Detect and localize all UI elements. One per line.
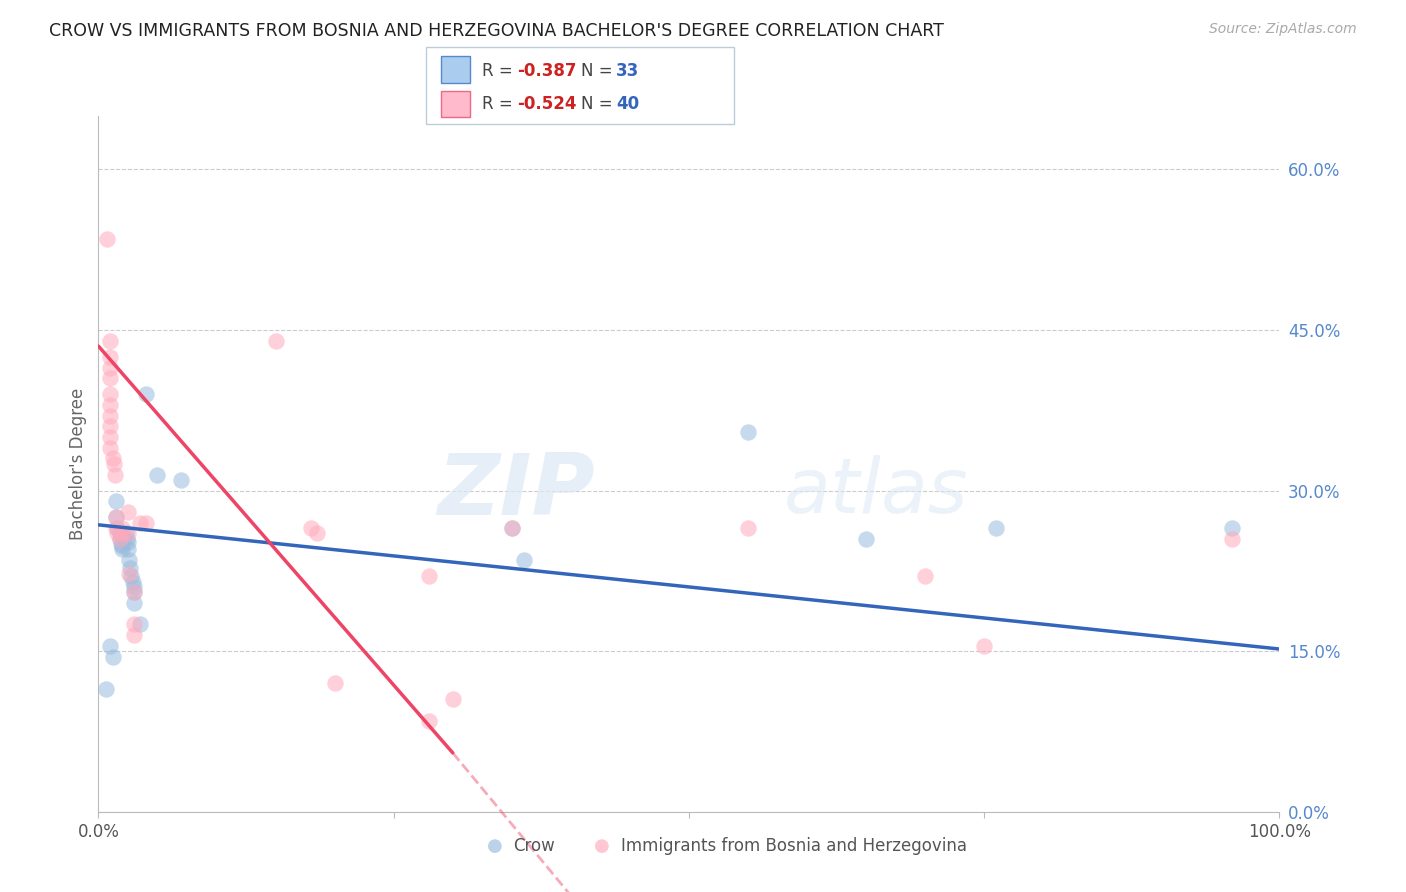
Point xyxy=(98,360,121,375)
Point xyxy=(305,526,328,541)
Point xyxy=(170,473,193,487)
Point xyxy=(105,521,128,535)
Point xyxy=(105,510,128,524)
Point xyxy=(108,532,131,546)
Point xyxy=(112,532,135,546)
Text: R =: R = xyxy=(482,62,519,80)
Point xyxy=(1220,532,1243,546)
Point xyxy=(264,334,287,348)
Point xyxy=(984,521,1007,535)
Point xyxy=(103,457,125,471)
Point xyxy=(418,569,440,583)
Point xyxy=(323,676,346,690)
Point xyxy=(120,560,142,574)
Point xyxy=(118,553,141,567)
Point xyxy=(98,350,121,364)
Text: 40: 40 xyxy=(616,95,638,113)
Text: Immigrants from Bosnia and Herzegovina: Immigrants from Bosnia and Herzegovina xyxy=(621,837,967,855)
Point xyxy=(501,521,523,535)
Point xyxy=(128,617,150,632)
Text: CROW VS IMMIGRANTS FROM BOSNIA AND HERZEGOVINA BACHELOR'S DEGREE CORRELATION CHA: CROW VS IMMIGRANTS FROM BOSNIA AND HERZE… xyxy=(49,22,943,40)
Text: ZIP: ZIP xyxy=(437,450,595,533)
Point xyxy=(104,467,127,482)
Point xyxy=(121,574,143,589)
Point xyxy=(299,521,322,535)
Point xyxy=(105,510,128,524)
Point xyxy=(111,539,134,553)
Point xyxy=(98,387,121,401)
Point xyxy=(105,526,128,541)
Point xyxy=(101,451,124,466)
Point xyxy=(110,537,132,551)
Point xyxy=(122,617,145,632)
Point xyxy=(501,521,523,535)
Point xyxy=(108,526,131,541)
Point xyxy=(98,334,121,348)
Point xyxy=(98,430,121,444)
Point xyxy=(418,714,440,728)
Point xyxy=(98,639,121,653)
Y-axis label: Bachelor's Degree: Bachelor's Degree xyxy=(69,388,87,540)
Point xyxy=(111,521,134,535)
Point xyxy=(122,585,145,599)
Point xyxy=(121,569,143,583)
Point xyxy=(98,371,121,385)
Point xyxy=(96,232,118,246)
Point xyxy=(111,526,134,541)
Point xyxy=(98,419,121,434)
Text: -0.387: -0.387 xyxy=(517,62,576,80)
Text: ●: ● xyxy=(593,837,610,855)
Point xyxy=(101,649,124,664)
Point xyxy=(1220,521,1243,535)
Point xyxy=(111,542,134,557)
Point xyxy=(855,532,877,546)
Point xyxy=(122,596,145,610)
Text: atlas: atlas xyxy=(783,455,967,529)
Point xyxy=(973,639,995,653)
Point xyxy=(118,567,141,582)
Point xyxy=(98,398,121,412)
Point xyxy=(135,387,157,401)
Text: -0.524: -0.524 xyxy=(517,95,576,113)
Point xyxy=(122,628,145,642)
Point xyxy=(122,585,145,599)
Point xyxy=(737,425,759,439)
Text: 33: 33 xyxy=(616,62,640,80)
Point xyxy=(117,526,139,541)
Point xyxy=(122,580,145,594)
Point xyxy=(117,505,139,519)
Point xyxy=(117,542,139,557)
Point xyxy=(914,569,936,583)
Point xyxy=(105,521,128,535)
Point xyxy=(146,467,169,482)
Text: R =: R = xyxy=(482,95,519,113)
Point xyxy=(441,692,464,706)
Text: N =: N = xyxy=(581,62,617,80)
Point xyxy=(128,516,150,530)
Point xyxy=(105,494,128,508)
Text: Crow: Crow xyxy=(513,837,555,855)
Point xyxy=(135,516,157,530)
Point xyxy=(98,441,121,455)
Point xyxy=(512,553,534,567)
Point xyxy=(117,535,139,549)
Point xyxy=(737,521,759,535)
Text: N =: N = xyxy=(581,95,617,113)
Text: ●: ● xyxy=(486,837,503,855)
Point xyxy=(94,681,117,696)
Point xyxy=(114,526,136,541)
Point xyxy=(108,532,131,546)
Point xyxy=(98,409,121,423)
Text: Source: ZipAtlas.com: Source: ZipAtlas.com xyxy=(1209,22,1357,37)
Point xyxy=(115,532,138,546)
